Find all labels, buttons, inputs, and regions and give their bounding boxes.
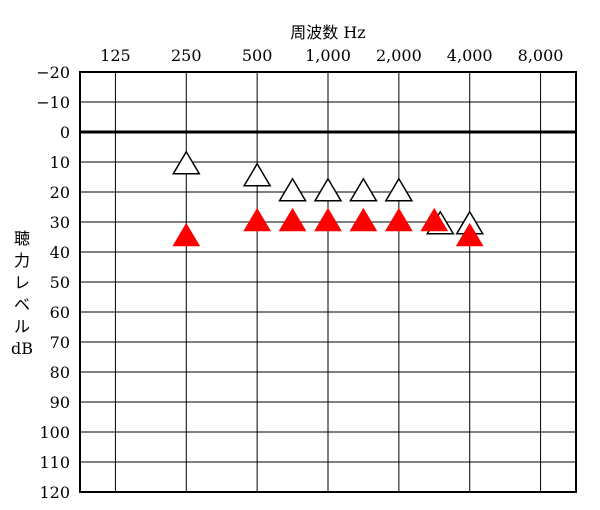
filled-triangle-mark <box>349 207 378 232</box>
y-axis-label-char: ル <box>14 317 30 336</box>
open-triangle-mark <box>242 162 272 187</box>
x-tick-label: 125 <box>100 46 131 65</box>
y-tick-label: 0 <box>60 123 70 142</box>
y-tick-label: 40 <box>50 243 70 262</box>
y-tick-label: 90 <box>50 393 70 412</box>
y-tick-label: 70 <box>50 333 70 352</box>
filled-triangle-mark <box>455 222 484 247</box>
y-tick-label: 110 <box>39 453 70 472</box>
y-axis-label-char: レ <box>14 273 30 292</box>
y-tick-label: 100 <box>39 423 70 442</box>
filled-triangle-mark <box>384 207 413 232</box>
grid <box>79 71 577 493</box>
filled-triangle-mark <box>314 207 342 232</box>
chart-title: 周波数 Hz <box>290 23 365 42</box>
y-axis-label-char: ベ <box>14 295 30 314</box>
filled-triangle-mark <box>278 207 307 232</box>
x-tick-label: 4,000 <box>447 46 493 65</box>
plot-frame <box>79 71 577 493</box>
y-tick-label: 10 <box>50 153 70 172</box>
y-tick-label: 20 <box>50 183 70 202</box>
y-tick-label: 120 <box>39 483 70 502</box>
open-triangle-mark <box>278 177 307 202</box>
data-marks <box>171 150 485 247</box>
y-axis-label-char: 力 <box>14 251 30 270</box>
open-triangle-mark <box>313 177 343 202</box>
y-tick-label: 50 <box>50 273 70 292</box>
x-tick-label: 250 <box>171 46 202 65</box>
y-tick-label: 80 <box>50 363 70 382</box>
x-tick-label: 500 <box>242 46 273 65</box>
y-axis-label-char: 聴 <box>14 229 30 248</box>
x-tick-label: 2,000 <box>376 46 422 65</box>
x-tick-labels: 125 250 500 1,000 2,000 4,000 8,000 <box>100 46 563 65</box>
x-tick-label: 1,000 <box>305 46 351 65</box>
y-tick-label: −20 <box>36 63 70 82</box>
open-triangle-mark <box>171 150 201 175</box>
y-tick-label: −10 <box>36 93 70 112</box>
y-tick-labels: −20 −10 0 10 20 30 40 50 60 70 80 90 100 110 120 <box>36 63 70 502</box>
filled-triangle-mark <box>172 222 201 247</box>
filled-triangle-mark <box>420 207 449 232</box>
filled-triangle-mark <box>243 207 272 232</box>
x-tick-label: 8,000 <box>518 46 564 65</box>
y-tick-label: 30 <box>50 213 70 232</box>
open-triangle-mark <box>384 177 414 202</box>
y-axis-label-char: dB <box>11 339 33 358</box>
y-tick-label: 60 <box>50 303 70 322</box>
open-triangle-mark <box>349 177 378 202</box>
